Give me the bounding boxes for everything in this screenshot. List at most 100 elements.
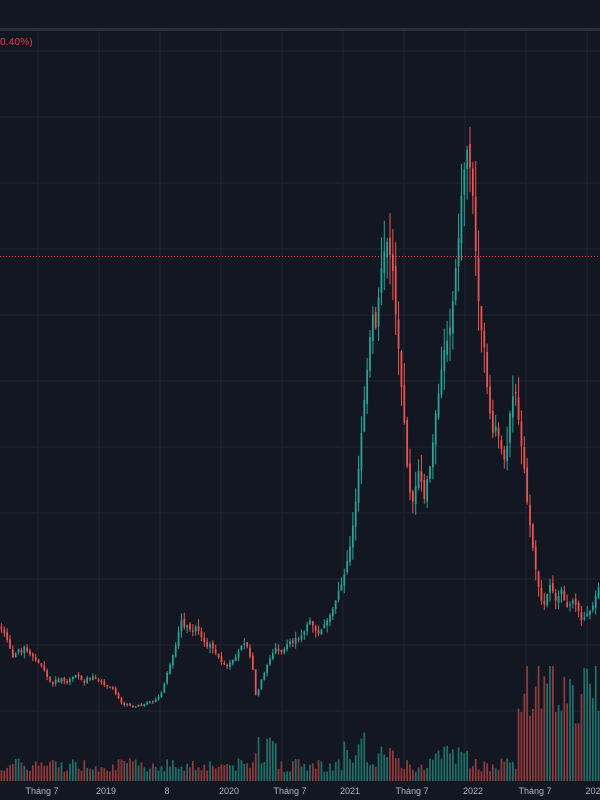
candle-body [500,439,503,449]
candle-body [483,330,486,348]
candle-body [366,369,369,404]
candle-body [443,350,446,371]
volume-bar [506,758,509,781]
volume-bar [526,666,529,781]
candle-body [531,524,534,548]
volume-bar [114,770,117,781]
candle-body [414,485,417,505]
volume-bar [434,753,437,781]
candle-body [226,664,229,667]
candle-body [437,393,440,418]
candle-body [40,663,43,666]
candle-body [471,168,474,196]
candle-body [134,706,137,708]
volume-bar [591,698,594,781]
candle-body [563,590,566,601]
candle-body [383,251,386,274]
volume-bar [509,762,511,781]
chart-area[interactable]: Tháng 7 2019 8 2020 Tháng 7 2021 Tháng 7 2022 Th… [0,31,600,800]
candle-body [29,650,31,655]
candle-body [277,648,280,651]
volume-bar [451,749,454,781]
candle-body [334,600,337,610]
x-tick-label: Tháng 7 [25,786,58,796]
volume-bar [311,763,314,781]
volume-bar [586,668,589,781]
candle-body [154,699,157,703]
volume-bar [529,715,531,781]
volume-bar [386,757,389,781]
candle-body [557,595,560,603]
candle-body [429,466,431,479]
candle-body [160,692,163,698]
candle-body [411,491,414,502]
volume-bar [37,765,40,781]
volume-bar [303,763,306,781]
top-toolbar [0,0,600,31]
candle-body [220,656,223,662]
candle-body [391,254,394,271]
candle-body [77,674,80,677]
volume-bar [491,764,494,781]
volume-bar [23,765,26,781]
volume-bar [520,711,523,781]
candle-body [177,631,180,647]
price-change-label: 0.40%) [0,37,33,48]
candlestick-chart[interactable]: Tháng 7 2019 8 2020 Tháng 7 2021 Tháng 7 2022 Th… [0,31,600,800]
volume-bar [440,758,443,781]
volume-bar [294,758,297,781]
volume-bar [160,766,163,781]
volume-bar [54,761,57,781]
candle-body [489,386,491,414]
volume-bar [0,770,3,781]
volume-bar [291,761,294,781]
volume-bar [277,769,280,781]
candle-body [217,653,220,658]
candle-body [223,662,226,665]
candle-body [60,678,63,683]
candle-body [86,677,89,684]
candle-body [380,268,383,293]
candle-body [549,584,551,593]
volume-bar [106,770,109,781]
volume-bar [497,769,500,781]
candle-body [109,686,111,688]
candles [0,126,600,708]
candle-body [9,639,11,649]
volume-bar [254,753,257,781]
candle-body [163,683,166,693]
candle-body [586,613,589,617]
candle-body [11,649,14,658]
candle-body [129,703,131,706]
volume-bar [171,760,174,781]
volume-bar [306,770,309,781]
candle-body [297,638,300,641]
candle-body [457,238,460,267]
volume-bar [3,770,6,781]
volume-bar [383,754,386,781]
volume-bar [237,758,240,781]
candle-body [83,680,86,683]
volume-bar [489,771,491,781]
volume-bar [269,737,271,781]
volume-bar [186,763,189,781]
volume-bar [566,703,569,781]
candle-body [594,595,597,608]
volume-bar [251,762,254,781]
volume-bar [97,771,100,781]
volume-bar [17,758,20,781]
volume-bar [514,768,517,781]
candle-body [509,413,511,443]
volume-bar [471,766,474,781]
volume-bar [51,759,54,781]
volume-bar [46,765,49,781]
candle-body [80,675,83,681]
candle-body [269,658,271,665]
candle-body [417,470,420,489]
volume-bar [77,768,80,781]
candle-body [203,637,206,643]
volume-bar [474,758,477,781]
volume-bar [540,708,543,781]
candle-body [94,677,97,679]
volume-bar [460,752,463,781]
